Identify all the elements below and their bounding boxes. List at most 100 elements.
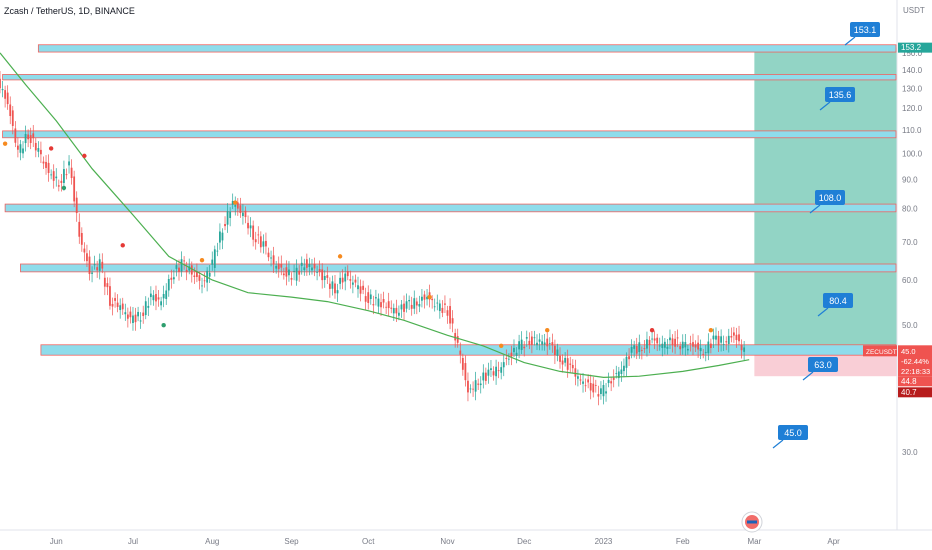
last-price-label[interactable]: 45.0-62.44%22:18:33	[898, 345, 932, 377]
candle	[605, 382, 607, 402]
candle	[244, 206, 247, 224]
candle	[106, 277, 109, 296]
resistance-zone[interactable]	[2, 130, 897, 139]
candle	[612, 369, 615, 388]
zone-price-label[interactable]: 80.4	[817, 293, 853, 317]
zone-price-label[interactable]: 153.1	[844, 22, 880, 46]
candle	[712, 328, 715, 348]
candle	[733, 326, 735, 343]
candle	[421, 289, 423, 308]
candle	[546, 332, 549, 356]
candle	[582, 372, 584, 393]
candle	[533, 330, 536, 346]
level-a-label[interactable]: 44.8	[898, 376, 932, 387]
candle	[80, 227, 83, 252]
candle	[362, 280, 365, 295]
signal-marker	[233, 200, 238, 205]
zone-price-label[interactable]: 108.0	[809, 190, 845, 214]
candle	[676, 329, 679, 348]
candle	[11, 106, 14, 135]
candle	[0, 71, 1, 94]
candle	[482, 364, 485, 389]
zone-price-label[interactable]: 63.0	[802, 357, 838, 381]
candle	[242, 204, 244, 225]
candle	[316, 265, 318, 281]
price-tick-label: 90.0	[902, 175, 918, 184]
candle	[720, 329, 723, 352]
candle	[272, 246, 275, 273]
candle	[188, 258, 191, 275]
candle	[93, 255, 96, 270]
time-axis[interactable]: Jun Jul Aug Sep Oct Nov Dec 2023 Feb Mar Apr	[50, 537, 840, 546]
candle	[661, 335, 664, 357]
price-axis[interactable]: 150.0 140.0 130.0 120.0 110.0 100.0 90.0 80.0 70…	[863, 42, 932, 457]
candle	[410, 296, 413, 316]
candle	[548, 337, 551, 350]
candle	[349, 270, 352, 289]
candle	[162, 285, 165, 308]
zone-price-labels[interactable]: 153.1 135.6 108.0 80.4 63.0 45.0	[772, 22, 880, 449]
candle	[359, 279, 362, 302]
candle	[390, 300, 393, 314]
candle	[735, 327, 738, 348]
candle	[500, 362, 503, 380]
time-tick-label: Mar	[747, 537, 761, 546]
candle	[610, 376, 613, 392]
candle	[640, 346, 643, 360]
candle	[303, 258, 306, 276]
candle	[592, 376, 595, 398]
candle	[73, 170, 76, 208]
candle	[52, 164, 55, 189]
resistance-zone[interactable]	[4, 203, 897, 213]
zone-price-label[interactable]: 135.6	[819, 87, 855, 111]
candle	[346, 265, 349, 281]
resistance-zone[interactable]	[40, 344, 897, 356]
candle	[369, 289, 372, 305]
resistance-zone[interactable]	[2, 74, 897, 81]
target-price-label[interactable]: 153.2	[898, 42, 932, 53]
candle	[267, 247, 270, 262]
candle	[502, 355, 505, 377]
candle	[725, 336, 728, 351]
signal-marker	[61, 185, 67, 191]
candle	[275, 260, 278, 274]
tradingview-logo[interactable]	[741, 511, 763, 533]
candle	[579, 374, 582, 385]
candle	[328, 277, 331, 298]
signal-marker	[48, 146, 54, 151]
candle	[438, 299, 441, 319]
signal-markers	[2, 141, 714, 349]
candle	[147, 297, 150, 317]
candle	[587, 374, 590, 389]
symbol-price-tag[interactable]: ZECUSDT	[863, 345, 897, 357]
candle	[740, 339, 743, 359]
candle	[679, 341, 682, 356]
price-axis-currency: USDT	[903, 6, 925, 15]
candle	[697, 335, 699, 358]
time-tick-label: Nov	[440, 537, 454, 546]
signal-marker	[2, 141, 8, 146]
candle	[29, 127, 32, 150]
candle	[600, 381, 602, 400]
level-b-label[interactable]: 40.7	[898, 387, 932, 398]
candle	[686, 344, 689, 355]
candle	[1, 80, 4, 98]
zone-price-label[interactable]: 45.0	[772, 425, 808, 449]
candle	[201, 277, 203, 294]
candle	[341, 269, 344, 290]
candle	[543, 333, 546, 351]
candle	[569, 356, 572, 374]
candle	[60, 173, 63, 192]
candle	[321, 263, 324, 289]
candle	[518, 334, 520, 359]
candle	[129, 306, 132, 324]
candle	[47, 154, 50, 182]
symbol-title[interactable]: Zcash / TetherUS, 1D, BINANCE	[4, 6, 135, 16]
resistance-zone[interactable]	[20, 263, 897, 273]
candle	[589, 374, 592, 400]
candle	[651, 330, 653, 344]
price-tick-label: 100.0	[902, 149, 923, 158]
resistance-zone[interactable]	[37, 44, 897, 53]
svg-text:40.7: 40.7	[901, 388, 917, 397]
